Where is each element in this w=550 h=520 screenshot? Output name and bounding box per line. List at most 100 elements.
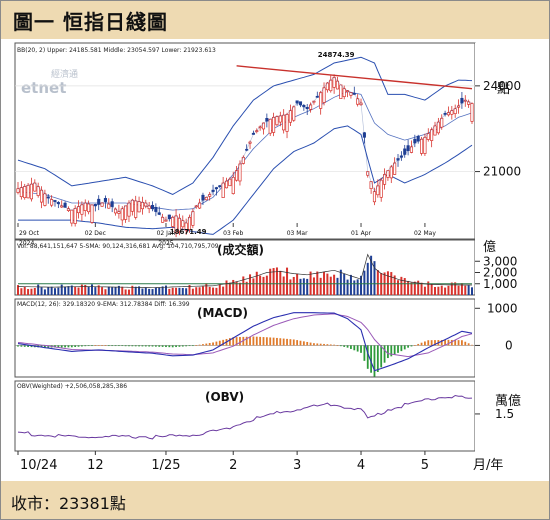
x-axis-tick-label: 4: [357, 458, 365, 473]
price-candle: [80, 204, 84, 215]
volume-bar: [427, 281, 430, 295]
macd-histogram-bar: [27, 345, 29, 347]
price-candle: [130, 199, 134, 212]
volume-bar: [259, 275, 262, 295]
macd-histogram-bar: [424, 341, 426, 346]
obv-tick-label: 1.5: [495, 407, 514, 421]
volume-bar: [467, 285, 470, 295]
volume-bar: [360, 275, 363, 295]
volume-bar: [20, 288, 23, 295]
price-candle: [50, 199, 54, 206]
macd-histogram-bar: [20, 345, 23, 347]
macd-histogram-bar: [363, 345, 366, 361]
price-candle: [208, 194, 212, 197]
macd-histogram-bar: [181, 345, 184, 347]
price-candle: [255, 130, 259, 132]
volume-bar: [23, 286, 26, 295]
x-axis-tick-label: 12: [87, 458, 104, 473]
macd-histogram-bar: [30, 345, 33, 348]
volume-bar: [232, 279, 235, 295]
macd-histogram-bar: [356, 345, 359, 352]
volume-bar: [339, 269, 342, 295]
volume-bar: [296, 273, 299, 295]
macd-histogram-bar: [178, 345, 181, 347]
macd-histogram-bar: [420, 342, 423, 346]
macd-histogram-bar: [269, 337, 272, 346]
macd-histogram-bar: [376, 345, 379, 372]
volume-bar: [198, 287, 201, 295]
price-candle: [285, 114, 289, 132]
macd-histogram-bar: [57, 345, 60, 348]
macd-histogram-bar: [104, 345, 107, 346]
price-candle: [332, 76, 336, 88]
volume-bar: [225, 280, 228, 295]
x-axis-tick-label: 1/25: [151, 458, 180, 473]
panel-obv: [14, 380, 476, 452]
volume-bar: [101, 287, 104, 295]
price-annotation: 18671.49: [170, 228, 207, 236]
volume-bar: [417, 280, 420, 295]
price-candle: [453, 108, 457, 115]
macd-histogram-bar: [64, 345, 66, 348]
macd-histogram-bar: [464, 341, 467, 346]
volume-panel-label: (成交額): [217, 242, 264, 257]
panel-macd: [14, 298, 476, 378]
price-candle: [137, 201, 141, 213]
volume-bar: [292, 276, 295, 295]
volume-panel-header: Vol: 88,641,151,647 5-SMA: 90,124,316,68…: [17, 243, 219, 250]
price-candle: [238, 163, 242, 182]
macd-histogram-bar: [124, 345, 127, 347]
price-candle: [39, 189, 44, 203]
volume-bar: [423, 286, 426, 295]
price-candle: [251, 132, 255, 135]
volume-bar: [104, 289, 107, 295]
volume-bar: [134, 286, 137, 295]
price-candle: [383, 174, 387, 185]
volume-bar: [272, 268, 275, 295]
macd-histogram-bar: [121, 345, 124, 347]
volume-bar: [279, 270, 282, 295]
volume-bar: [222, 286, 225, 295]
macd-histogram-bar: [144, 345, 147, 347]
price-candle: [460, 97, 464, 104]
volume-bar: [168, 288, 171, 295]
price-candle: [467, 101, 471, 105]
volume-tick-label: 3,000: [483, 254, 517, 268]
price-tick-label: 24000: [483, 79, 521, 93]
macd-histogram-bar: [450, 339, 453, 346]
volume-bar: [400, 276, 403, 295]
price-candle: [150, 204, 155, 210]
volume-bar: [47, 287, 50, 295]
price-candle: [134, 200, 138, 218]
macd-histogram-bar: [67, 345, 70, 348]
macd-tick-label: 0: [505, 338, 513, 352]
macd-histogram-bar: [40, 345, 43, 348]
volume-bar: [195, 287, 198, 295]
price-candle: [43, 193, 47, 206]
macd-histogram-bar: [114, 345, 117, 347]
price-candle: [241, 156, 245, 164]
price-candle: [366, 171, 370, 176]
volume-bar: [148, 288, 151, 295]
volume-bar: [457, 285, 460, 295]
volume-bar: [107, 286, 110, 295]
volume-bar: [252, 278, 255, 295]
volume-bar: [299, 278, 302, 295]
price-candle: [349, 92, 353, 96]
price-candle: [413, 138, 417, 144]
price-candle: [83, 202, 87, 211]
price-candle: [167, 214, 171, 220]
volume-bar: [171, 287, 174, 295]
volume-bar: [309, 271, 312, 295]
date-tick-label: 29 Oct: [19, 230, 40, 237]
price-candle: [235, 170, 239, 181]
title-bar: 圖一 恒指日綫圖: [1, 1, 549, 39]
macd-histogram-bar: [296, 340, 299, 346]
price-candle: [76, 206, 81, 214]
macd-histogram-bar: [299, 340, 302, 346]
price-candle: [376, 185, 380, 196]
x-axis-tick-label: 5: [421, 458, 429, 473]
volume-bar: [447, 285, 450, 295]
macd-histogram-bar: [410, 345, 413, 347]
